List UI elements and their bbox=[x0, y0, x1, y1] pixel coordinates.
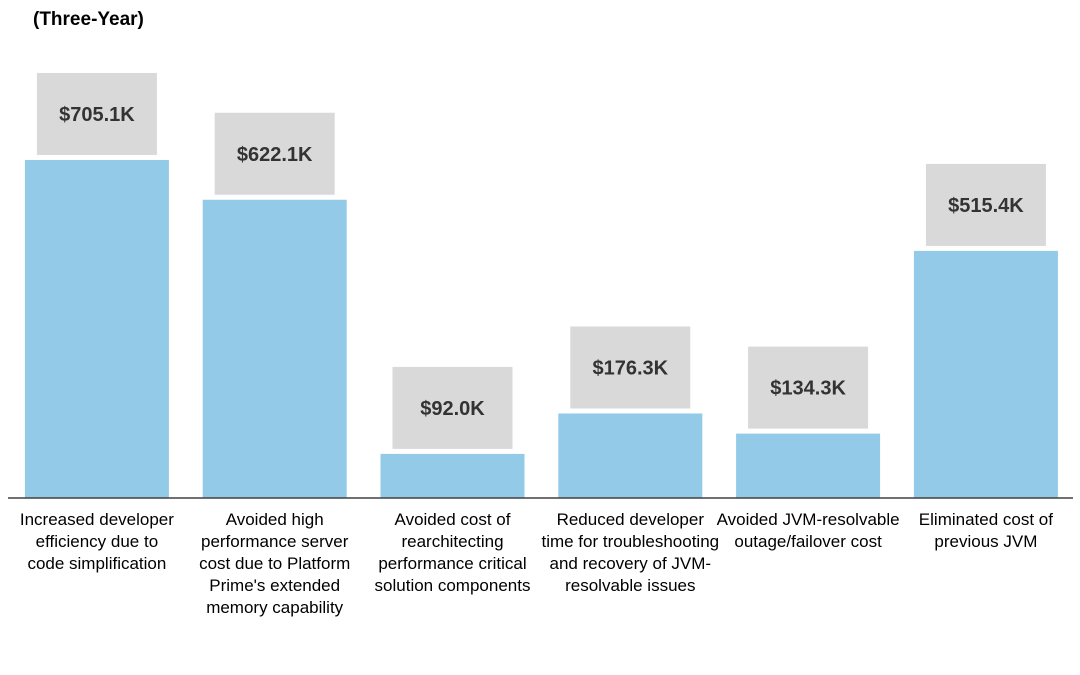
data-label-box-6 bbox=[925, 163, 1046, 246]
bars-layer bbox=[24, 159, 1058, 498]
category-label-2: Avoided high performance server cost due t… bbox=[199, 510, 351, 617]
data-label-2: $622.1K bbox=[237, 144, 313, 166]
category-label-1: Increased developer efficiency due to code… bbox=[19, 510, 174, 573]
data-label-3: $92.0K bbox=[420, 398, 485, 420]
data-label-6: $515.4K bbox=[948, 195, 1024, 217]
bar-1 bbox=[24, 159, 169, 498]
bar-4 bbox=[558, 413, 703, 498]
data-label-box-3 bbox=[392, 366, 513, 449]
data-label-box-1 bbox=[36, 72, 157, 155]
category-label-5: Avoided JVM-resolvable outage/failover c… bbox=[716, 510, 900, 551]
category-label-6: Eliminated cost of previous JVM bbox=[918, 510, 1053, 551]
bar-5 bbox=[736, 433, 881, 498]
bar-3 bbox=[380, 453, 525, 498]
data-label-4: $176.3K bbox=[592, 357, 668, 379]
category-label-4: Reduced developer time for troubleshooti… bbox=[541, 510, 720, 595]
bar-2 bbox=[202, 199, 347, 498]
category-label-3: Avoided cost of rearchitecting performance… bbox=[374, 510, 531, 595]
data-label-1: $705.1K bbox=[59, 104, 135, 126]
data-label-box-2 bbox=[214, 112, 335, 195]
data-labels-layer: $705.1K $622.1K $92.0K $176.3K $134.3K $515.4… bbox=[36, 72, 1046, 449]
data-label-box-5 bbox=[748, 346, 869, 429]
chart-title: (Three-Year) bbox=[33, 9, 144, 30]
data-label-5: $134.3K bbox=[770, 378, 846, 400]
bar-6 bbox=[913, 250, 1058, 498]
data-label-box-4 bbox=[570, 326, 691, 409]
